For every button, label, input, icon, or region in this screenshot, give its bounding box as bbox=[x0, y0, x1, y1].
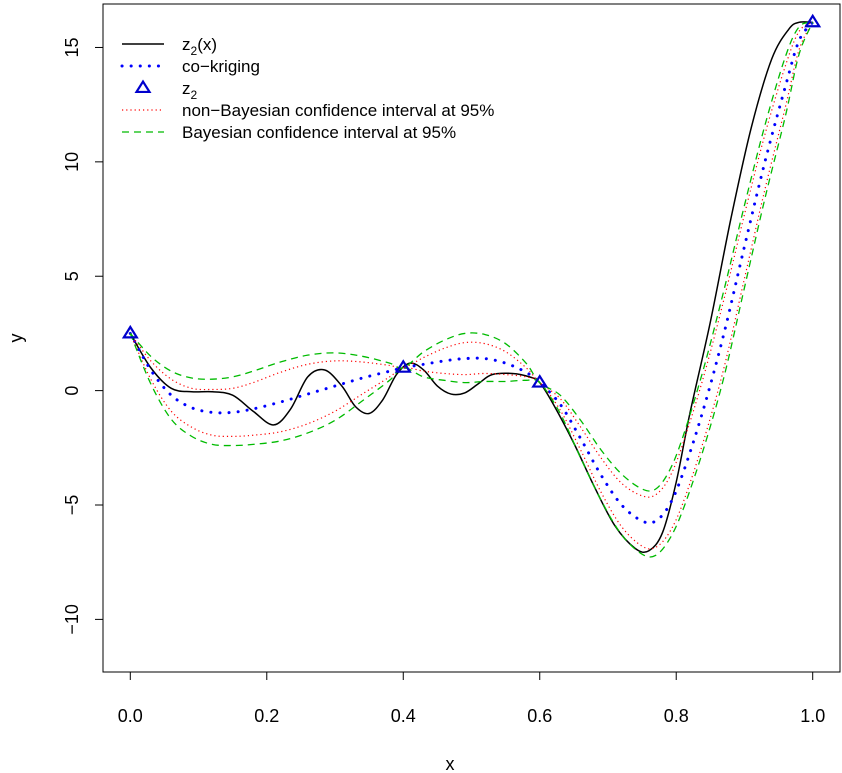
legend-label: non−Bayesian confidence interval at 95% bbox=[182, 101, 494, 120]
x-tick-label: 0.6 bbox=[527, 706, 552, 726]
legend-label: Bayesian confidence interval at 95% bbox=[182, 123, 456, 142]
series-line-2 bbox=[129, 21, 814, 498]
x-tick-label: 0.2 bbox=[254, 706, 279, 726]
z2-observation-point bbox=[531, 374, 549, 388]
x-axis-title: x bbox=[446, 754, 455, 773]
series-line-5 bbox=[129, 22, 814, 558]
points-layer bbox=[121, 13, 822, 388]
series-line-0 bbox=[129, 21, 813, 554]
z2-observation-point bbox=[804, 13, 822, 28]
y-tick-label: 15 bbox=[62, 37, 82, 57]
legend-label: z2 bbox=[182, 79, 198, 102]
series-line-4 bbox=[129, 21, 813, 492]
x-tick-label: 1.0 bbox=[800, 706, 825, 726]
y-axis-title: y bbox=[6, 334, 26, 343]
y-axis: −10 −5 0 5 10 15 bbox=[62, 37, 104, 635]
legend-key-triangle bbox=[134, 79, 152, 94]
z2-observation-point bbox=[394, 359, 412, 373]
y-tick-label: −5 bbox=[62, 495, 82, 516]
y-tick-label: 0 bbox=[62, 386, 82, 396]
z2-observation-point bbox=[121, 324, 139, 339]
x-axis: 0.0 0.2 0.4 0.6 0.8 1.0 bbox=[118, 671, 825, 726]
legend-label: z2(x) bbox=[182, 35, 217, 58]
x-tick-label: 0.4 bbox=[391, 706, 416, 726]
y-tick-label: −10 bbox=[62, 604, 82, 635]
y-tick-label: 5 bbox=[62, 271, 82, 281]
series-line-1 bbox=[128, 20, 815, 525]
y-tick-label: 10 bbox=[62, 152, 82, 172]
x-tick-label: 0.0 bbox=[118, 706, 143, 726]
x-tick-label: 0.8 bbox=[664, 706, 689, 726]
legend-label: co−kriging bbox=[182, 57, 260, 76]
series-layer bbox=[128, 20, 815, 558]
